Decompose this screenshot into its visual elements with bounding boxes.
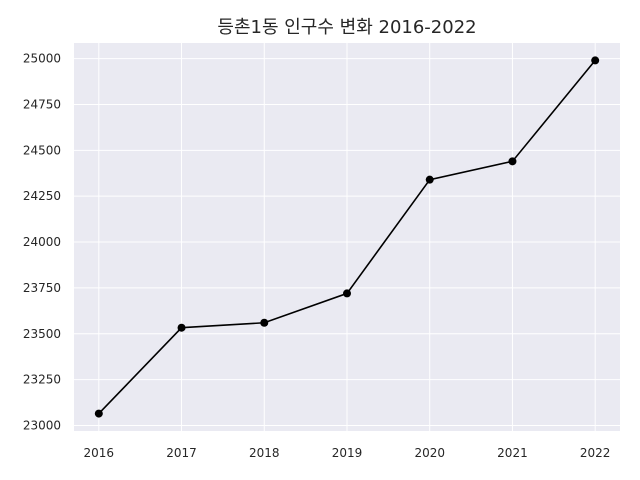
y-tick-label: 23000 xyxy=(23,418,61,432)
series-layer xyxy=(94,56,600,418)
y-tick-label: 24750 xyxy=(23,97,61,111)
y-tick-label: 24000 xyxy=(23,235,61,249)
x-tick-label: 2020 xyxy=(414,446,445,460)
x-tick-label: 2018 xyxy=(249,446,280,460)
chart-title: 등촌1동 인구수 변화 2016-2022 xyxy=(217,17,476,38)
y-tick-label: 23500 xyxy=(23,327,61,341)
data-point xyxy=(343,289,351,298)
y-tick-label: 24500 xyxy=(23,143,61,157)
data-point xyxy=(425,175,434,184)
data-point xyxy=(260,318,269,327)
x-tick-label: 2021 xyxy=(497,446,528,460)
y-tick-label: 24250 xyxy=(23,189,61,203)
data-point xyxy=(591,56,600,65)
x-tick-label: 2019 xyxy=(332,446,363,460)
data-point xyxy=(177,323,186,332)
y-axis-ticks: 23000 23250 23500 23750 24000 24250 24500 24750… xyxy=(23,52,61,433)
data-point xyxy=(94,409,103,418)
x-axis-ticks: 2016 2017 2018 2019 2020 2021 2022 xyxy=(84,446,611,460)
y-tick-label: 25000 xyxy=(23,52,61,66)
grid-lines xyxy=(74,43,620,431)
y-tick-label: 23750 xyxy=(23,281,61,295)
x-tick-label: 2016 xyxy=(84,446,115,460)
x-tick-label: 2017 xyxy=(166,446,197,460)
y-tick-label: 23250 xyxy=(23,373,61,387)
x-tick-label: 2022 xyxy=(580,446,611,460)
data-point xyxy=(508,157,517,166)
